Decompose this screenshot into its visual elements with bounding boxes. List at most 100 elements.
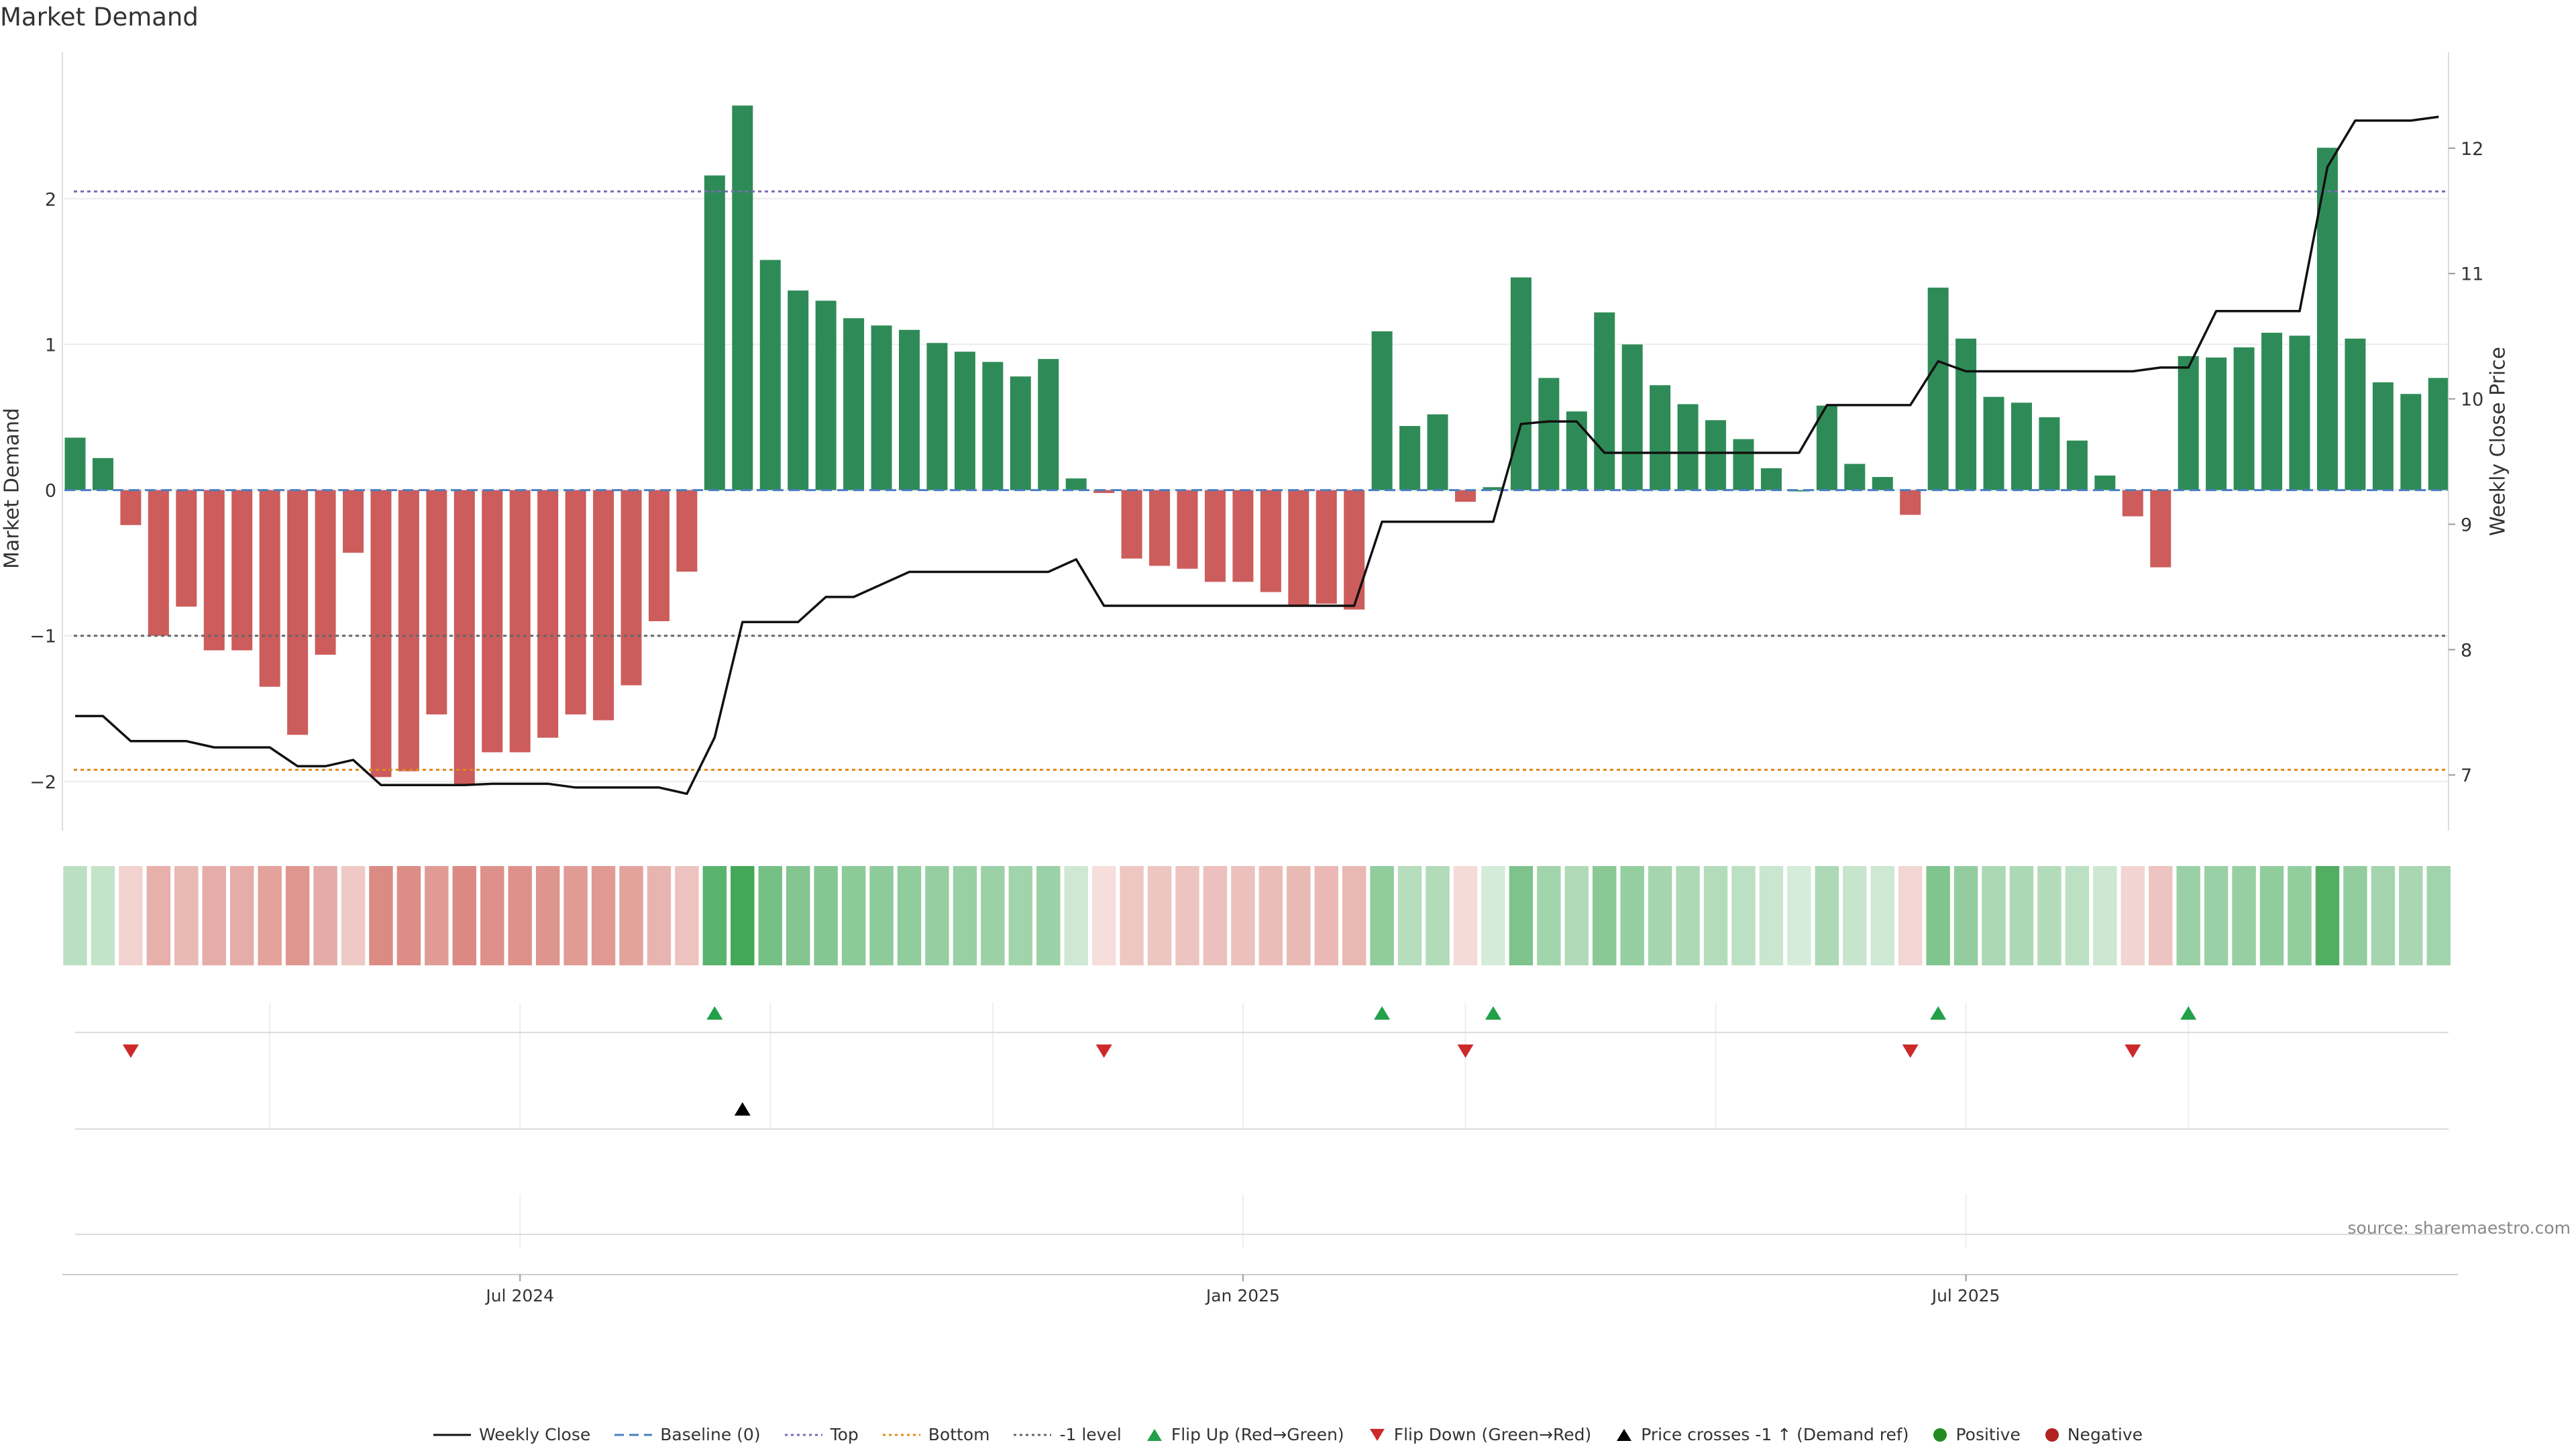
heat-cell [1620,866,1644,965]
flip-down-triangle-icon [1369,1428,1385,1441]
positive-bar [1621,344,1643,490]
heat-cell [508,866,532,965]
heat-cell [2371,866,2396,965]
heat-cell [2259,866,2284,965]
heat-cell [731,866,755,965]
heat-cell [786,866,810,965]
heat-strip [63,866,2451,965]
negative-bar [453,490,475,785]
y-axis-title: Market Demand [0,408,24,569]
negative-bar [1316,490,1337,604]
heat-cell [1314,866,1338,965]
heat-cell [452,866,477,965]
event-markers [75,1006,2449,1235]
y-tick-label: 0 [45,481,56,502]
legend-minus-one: -1 level [1014,1425,1122,1444]
positive-bar [704,175,725,490]
heat-cell [174,866,199,965]
heat-cell [1091,866,1116,965]
heat-cell [1175,866,1199,965]
heat-cell [758,866,782,965]
legend-top: Top [784,1425,859,1444]
legend-baseline-swatch [614,1434,653,1436]
y2-tick-label: 7 [2461,765,2472,786]
y-tick-label: 2 [45,189,56,210]
negative-bar [120,490,142,525]
heat-cell [2343,866,2367,965]
heat-cell [1898,866,1923,965]
heat-cell [1258,866,1283,965]
positive-bar [759,260,781,490]
heat-cell [1342,866,1366,965]
heat-cell [1481,866,1505,965]
negative-bar [148,490,169,636]
heat-cell [897,866,922,965]
gridlines [64,198,2449,1248]
heat-cell [1815,866,1839,965]
positive-bar [1788,490,1810,492]
negative-bar [1204,490,1226,582]
positive-bar [1650,385,1671,490]
heat-cell [2288,866,2312,965]
positive-bar [1705,420,1727,490]
legend-positive: Positive [1933,1425,2021,1444]
y-tick-label: −1 [30,627,56,647]
heat-cell [1731,866,1756,965]
flip-up-marker [1374,1006,1391,1020]
negative-bar [621,490,642,686]
legend-baseline: Baseline (0) [614,1425,761,1444]
positive-bar [1038,359,1059,490]
heat-cell [564,866,588,965]
legend-weekly-close-label: Weekly Close [478,1425,591,1444]
positive-bar [2345,338,2366,490]
legend-bottom-swatch [882,1434,920,1436]
negative-bar [1260,490,1281,592]
heat-cell [2009,866,2034,965]
positive-bar [954,352,975,490]
positive-bar [1483,487,1504,490]
heat-cell [1843,866,1867,965]
positive-bar [1927,287,1949,490]
source-credit: source: sharemaestro.com [2347,1218,2571,1238]
flip-up-marker [2180,1006,2197,1020]
heat-cell [1648,866,1672,965]
heat-cell [1426,866,1450,965]
heat-cell [841,866,866,965]
legend: Weekly Close Baseline (0) Top Bottom -1 … [0,1425,2576,1444]
y2-tick-label: 10 [2461,390,2483,411]
y2-tick-label: 8 [2461,640,2472,661]
price-cross-triangle-icon [1617,1428,1632,1441]
heat-cell [1564,866,1589,965]
negative-bar [2122,490,2143,517]
heat-cell [146,866,171,965]
heat-cell [647,866,672,965]
legend-price-cross: Price crosses -1 ↑ (Demand ref) [1615,1425,1909,1444]
heat-cell [1120,866,1144,965]
price-line-layer [75,115,2439,796]
positive-bar [1371,331,1393,490]
negative-bar [259,490,280,687]
legend-positive-label: Positive [1955,1425,2021,1444]
x-tick-label: Jan 2025 [1205,1286,1280,1305]
positive-dot-icon [1933,1428,1947,1442]
negative-bar [565,490,586,714]
heat-cell [2176,866,2200,965]
negative-bar [287,490,309,735]
positive-bar [871,325,892,490]
heat-cell [2315,866,2340,965]
positive-bar [2039,417,2060,490]
heat-cell [258,866,282,965]
heat-cell [1287,866,1311,965]
heat-cell [1203,866,1228,965]
heat-cell [2399,866,2423,965]
flip-down-marker [1095,1044,1112,1058]
negative-bar [1344,490,1365,610]
y2-axis-title: Weekly Close Price [2486,346,2510,537]
positive-bar [982,362,1004,490]
positive-bar [1983,396,2004,490]
positive-bar [1816,405,1837,490]
legend-bottom: Bottom [882,1425,989,1444]
x-tick-label: Jul 2024 [484,1286,554,1305]
heat-cell [425,866,449,965]
